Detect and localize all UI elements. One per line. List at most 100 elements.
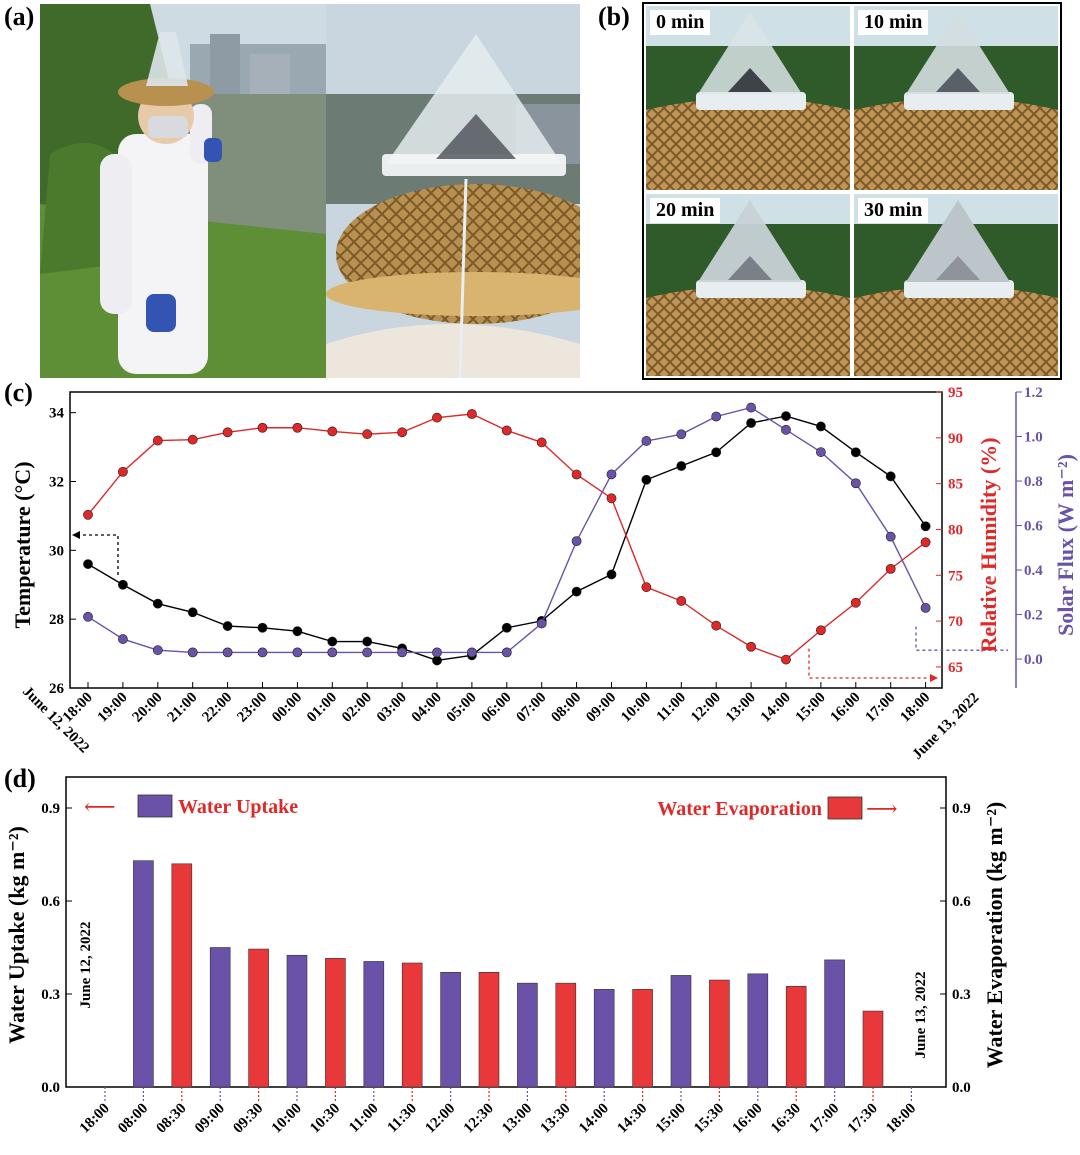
humidity-tick-label: 80 (948, 522, 963, 538)
humidity-point (466, 409, 477, 419)
water-evaporation-bar (171, 863, 193, 1088)
solar-flux-point (362, 647, 373, 658)
water-evaporation-bar (632, 989, 653, 1088)
temperature-tick-label: 26 (49, 681, 65, 697)
category-tick-label: 17:00 (806, 1101, 842, 1137)
temperature-tick-label: 30 (49, 543, 64, 559)
time-tick-label: 16:00 (828, 690, 864, 726)
humidity-point (816, 625, 826, 636)
solar-flux-point (676, 429, 687, 440)
panel-label-d: (d) (4, 764, 36, 793)
category-tick-label: 13:00 (499, 1101, 535, 1137)
photo-30-min: 30 min (854, 194, 1058, 376)
temperature-point (816, 421, 826, 432)
evaporation-tick-label: 0.6 (952, 894, 971, 910)
time-tick-label: 14:00 (758, 690, 794, 726)
water-uptake-bar (593, 989, 615, 1088)
photo-person-wearing-hat (40, 4, 326, 378)
solar-flux-point (327, 647, 338, 658)
time-tick-label: 00:00 (269, 690, 305, 726)
humidity-point (920, 537, 931, 548)
time-tick-label: 11:00 (654, 690, 689, 725)
humidity-point (606, 493, 617, 504)
temperature-tick-label: 28 (49, 612, 64, 628)
solar-flux-point (222, 647, 233, 658)
humidity-point (292, 422, 303, 433)
temperature-tick-label: 32 (49, 474, 64, 490)
bar-end-date-label: June 13, 2022 (913, 971, 929, 1058)
time-tag-10-min: 10 min (858, 10, 929, 35)
water-evaporation-bar (325, 958, 346, 1088)
time-tick-label: 15:00 (793, 690, 829, 726)
temperature-point (327, 636, 338, 647)
humidity-point (187, 434, 198, 445)
evaporation-tick-label: 0.3 (952, 987, 971, 1003)
evaporation-tick-label: 0.0 (952, 1080, 971, 1096)
time-tick-label: 13:00 (723, 690, 759, 726)
water-uptake-bar (670, 975, 692, 1088)
humidity-point (83, 509, 93, 520)
panel-label-a: (a) (4, 2, 35, 31)
solar-flux-point (711, 411, 722, 422)
legend-water-uptake: ⟵ Water Uptake (84, 794, 298, 819)
temperature-point (641, 474, 652, 485)
humidity-point (327, 426, 338, 437)
time-tick-label: 08:00 (548, 690, 584, 726)
water-uptake-bar (209, 947, 231, 1088)
humidity-point (571, 469, 582, 480)
uptake-tick-label: 0.9 (41, 801, 60, 817)
temperature-point (781, 411, 791, 421)
time-tick-label: 22:00 (199, 690, 235, 726)
solar-flux-point (536, 618, 547, 629)
temperature-point (222, 621, 233, 631)
category-tick-label: 09:30 (230, 1101, 266, 1137)
category-tick-label: 15:30 (691, 1101, 727, 1137)
solar-flux-point (83, 611, 93, 622)
panel-label-c: (c) (4, 378, 33, 407)
water-evaporation-bar (862, 1010, 884, 1088)
legend-swatch-uptake (137, 794, 173, 818)
humidity-point (152, 435, 163, 446)
temperature-point (606, 569, 617, 580)
humidity-tick-label: 85 (948, 477, 963, 493)
solar-tick-label: 1.2 (1024, 385, 1043, 401)
time-tick-label: 19:00 (95, 690, 131, 726)
humidity-point (850, 597, 861, 608)
water-uptake-axis-title: Water Uptake (kg m⁻²) (4, 826, 29, 1044)
uptake-tick-label: 0.3 (41, 987, 60, 1003)
water-evaporation-bar (248, 948, 269, 1088)
solar-tick-label: 0.8 (1024, 474, 1043, 490)
solar-flux-point (257, 647, 268, 658)
humidity-point (118, 466, 128, 477)
evaporation-tick-label: 0.9 (952, 801, 971, 817)
temperature-axis-arrow (75, 534, 119, 575)
chart-d-plot-frame (65, 776, 947, 1088)
solar-flux-point (746, 402, 756, 413)
solar-flux-point (816, 447, 826, 457)
temperature-point (292, 626, 303, 637)
chart-c-axes: 26 28 30 32 34 65 70 75 80 85 90 95 0.0 0.2 0.4 0.6 0.8 1… (49, 385, 1043, 726)
solar-flux-point (850, 478, 861, 489)
water-uptake-bar (440, 972, 461, 1088)
time-tick-label: 20:00 (130, 690, 166, 726)
water-evaporation-bar (785, 985, 807, 1088)
solar-flux-point (501, 647, 512, 658)
chart-d-marks (133, 860, 884, 1088)
photo-10-min: 10 min (854, 6, 1058, 190)
category-tick-label: 10:00 (269, 1101, 305, 1137)
temperature-point (152, 598, 163, 609)
humidity-point (257, 422, 268, 433)
category-tick-label: 09:00 (192, 1101, 228, 1137)
humidity-tick-label: 65 (948, 660, 963, 676)
legend-arrow-left: ⟵ (84, 794, 116, 819)
water-evaporation-bar (401, 962, 423, 1088)
temperature-point (885, 471, 896, 482)
solar-flux-point (781, 424, 791, 435)
time-tick-label: 18:00 (897, 690, 933, 726)
temperature-point (501, 622, 512, 633)
category-tick-label: 18:00 (77, 1101, 113, 1137)
water-bar-chart: 0.0 0.00.3 0.30.6 0.60.9 0.918:00 08:00 08:30 0… (4, 776, 1007, 1137)
time-tag-30-min: 30 min (858, 198, 929, 223)
temperature-point (711, 447, 722, 458)
solar-flux-point (885, 531, 896, 542)
